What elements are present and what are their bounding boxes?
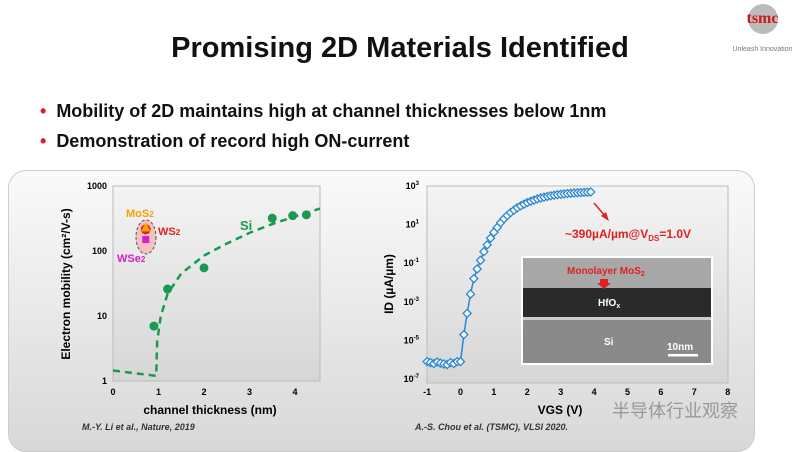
id-data-point bbox=[465, 289, 476, 299]
id-vgs-chart: -1 0 1 2 3 4 5 6 7 8 103 101 10-1 10-3 10-5 10-7 ~390µA… bbox=[382, 181, 730, 432]
id-data-point bbox=[455, 356, 466, 367]
id-data-point bbox=[472, 264, 483, 274]
scale-bar-label: 10nm bbox=[667, 342, 693, 353]
inset-label-si: Si bbox=[604, 337, 614, 348]
si-data-point bbox=[149, 321, 159, 331]
logo-tagline: Unleash Innovation bbox=[732, 46, 793, 53]
id-data-point bbox=[475, 255, 486, 266]
x-tick-label: 5 bbox=[625, 387, 630, 397]
down-arrow-icon bbox=[597, 279, 611, 289]
on-current-annotation: ~390µA/µm@VDS=1.0V bbox=[565, 227, 691, 243]
si-data-point bbox=[199, 263, 209, 273]
tem-inset: Monolayer MoS2 HfOx Si 10nm bbox=[521, 256, 713, 365]
x-tick-label: 6 bbox=[658, 387, 663, 397]
citation-right: A.-S. Chou et al. (TSMC), VLSI 2020. bbox=[414, 422, 568, 432]
id-data-point bbox=[468, 273, 479, 284]
x-axis-label: channel thickness (nm) bbox=[143, 403, 276, 417]
id-data-point bbox=[458, 329, 469, 340]
y-tick-label: 100 bbox=[92, 246, 107, 256]
bullet-text: Demonstration of record high ON-current bbox=[56, 131, 410, 151]
x-tick-label: 1 bbox=[156, 387, 161, 397]
x-tick-label: 1 bbox=[491, 387, 496, 397]
x-tick-label: 2 bbox=[201, 387, 206, 397]
x-tick-label: 7 bbox=[692, 387, 697, 397]
id-data-point bbox=[482, 239, 493, 250]
id-data-point bbox=[462, 308, 473, 319]
ws2-label: WS2 bbox=[158, 226, 181, 238]
si-data-point bbox=[163, 284, 173, 294]
si-label: Si bbox=[240, 218, 252, 233]
y-tick-label: 101 bbox=[406, 220, 420, 230]
x-tick-label: 2 bbox=[525, 387, 530, 397]
x-axis-label: VGS (V) bbox=[538, 403, 583, 417]
si-data-point bbox=[267, 213, 277, 223]
scale-bar bbox=[668, 354, 698, 357]
wse2-data-point bbox=[142, 236, 150, 244]
x-tick-label: 8 bbox=[725, 387, 730, 397]
y-tick-label: 10 bbox=[97, 311, 107, 321]
id-data-point bbox=[585, 187, 596, 197]
globe-icon bbox=[747, 4, 778, 34]
y-tick-label: 103 bbox=[406, 181, 420, 191]
x-tick-label: 0 bbox=[458, 387, 463, 397]
arrow-head-icon bbox=[601, 212, 609, 221]
inset-label-mos2: Monolayer MoS2 bbox=[567, 266, 645, 278]
x-tick-label: -1 bbox=[423, 387, 431, 397]
y-tick-label: 10-3 bbox=[404, 297, 420, 307]
si-data-point bbox=[288, 211, 298, 221]
wse2-label: WSe2 bbox=[117, 253, 146, 265]
id-data-point bbox=[485, 233, 496, 244]
bullet-1: • Mobility of 2D maintains high at channe… bbox=[40, 101, 607, 121]
x-tick-label: 0 bbox=[110, 387, 115, 397]
inset-label-hfox: HfOx bbox=[598, 298, 620, 310]
x-tick-label: 4 bbox=[292, 387, 297, 397]
mos2-label: MoS2 bbox=[126, 208, 154, 220]
bullet-2: • Demonstration of record high ON-current bbox=[40, 131, 410, 151]
y-tick-label: 1 bbox=[102, 376, 107, 386]
y-tick-label: 10-1 bbox=[404, 258, 420, 268]
watermark: 半导体行业观察 bbox=[612, 401, 738, 421]
mos2-data-point bbox=[140, 222, 151, 232]
bullet-text: Mobility of 2D maintains high at channel… bbox=[56, 101, 607, 121]
y-axis-label: Electron mobility (cm²/V-s) bbox=[59, 208, 73, 359]
y-tick-label: 10-5 bbox=[404, 335, 420, 345]
slide-title: Promising 2D Materials Identified bbox=[171, 32, 629, 64]
x-tick-label: 3 bbox=[247, 387, 252, 397]
citation-left: M.-Y. Li et al., Nature, 2019 bbox=[82, 422, 195, 432]
x-tick-label: 3 bbox=[558, 387, 563, 397]
id-data-point bbox=[478, 246, 489, 257]
y-tick-label: 1000 bbox=[87, 181, 107, 191]
x-tick-label: 4 bbox=[592, 387, 597, 397]
y-tick-label: 10-7 bbox=[404, 374, 420, 384]
y-axis-label: ID (µA/µm) bbox=[382, 254, 396, 314]
si-data-point bbox=[301, 210, 311, 220]
tsmc-logo: tsmc Unleash Innovation bbox=[730, 4, 795, 53]
